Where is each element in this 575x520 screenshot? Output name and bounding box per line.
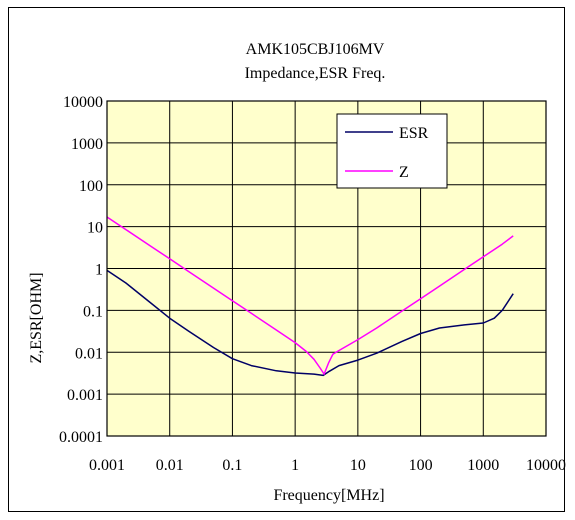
y-tick-label: 10000 — [63, 94, 103, 111]
x-tick-labels: 0.001 0.01 0.1 1 10 100 1000 10000 — [89, 457, 566, 474]
x-tick-label: 10 — [350, 457, 366, 474]
chart-subtitle: Impedance,ESR Freq. — [245, 65, 386, 82]
chart-frame: AMK105CBJ106MV Impedance,ESR Freq. 0.001… — [8, 7, 566, 512]
y-tick-label: 1000 — [71, 136, 103, 153]
impedance-esr-chart: AMK105CBJ106MV Impedance,ESR Freq. 0.001… — [28, 41, 566, 504]
legend: ESR Z — [336, 113, 448, 189]
y-tick-label: 0.01 — [75, 345, 103, 362]
y-tick-label: 0.0001 — [59, 429, 103, 446]
y-tick-label: 1 — [95, 262, 103, 279]
chart-title: AMK105CBJ106MV — [246, 41, 385, 58]
x-tick-label: 1 — [291, 457, 299, 474]
y-tick-label: 0.1 — [83, 303, 103, 320]
legend-label-esr: ESR — [399, 125, 429, 142]
x-tick-label: 100 — [409, 457, 433, 474]
x-tick-label: 0.01 — [156, 457, 184, 474]
plot-border — [106, 100, 547, 437]
series-line-esr — [106, 269, 514, 377]
x-tick-label: 10000 — [526, 457, 566, 474]
y-axis-label: Z,ESR[OHM] — [28, 272, 45, 363]
y-tick-label: 100 — [79, 178, 103, 195]
legend-box — [336, 113, 448, 189]
y-tick-label: 0.001 — [67, 387, 103, 404]
x-axis-label: Frequency[MHz] — [273, 487, 384, 504]
y-tick-labels: 10000 1000 100 10 1 0.1 0.01 0.001 0.0001 — [59, 94, 103, 446]
x-tick-label: 1000 — [467, 457, 499, 474]
y-tick-label: 10 — [87, 220, 103, 237]
x-tick-label: 0.001 — [89, 457, 125, 474]
series-line-z — [106, 216, 514, 375]
legend-label-z: Z — [399, 164, 409, 181]
series-group — [106, 216, 514, 377]
x-tick-label: 0.1 — [222, 457, 242, 474]
